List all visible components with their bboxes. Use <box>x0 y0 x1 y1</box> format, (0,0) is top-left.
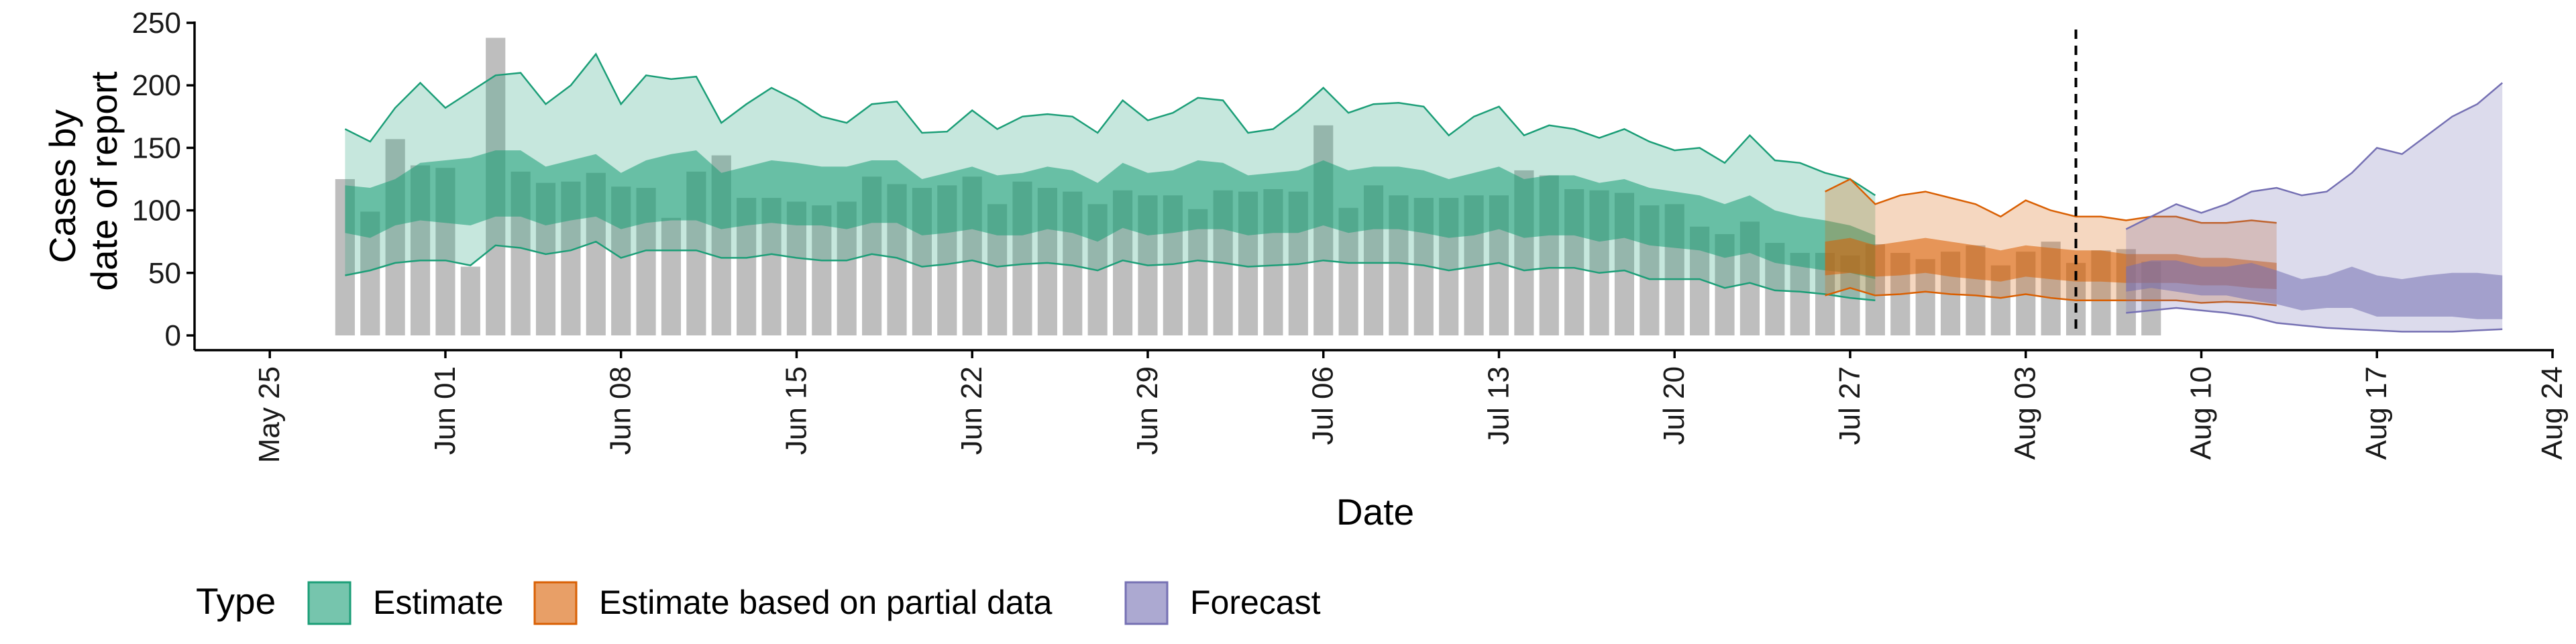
y-axis-title-line-2: date of report <box>83 71 125 290</box>
y-axis-title-line-1: Cases by <box>42 109 83 264</box>
x-tick-label: Aug 24 <box>2536 366 2569 460</box>
y-tick-label: 100 <box>132 195 181 227</box>
forecast-upper-line <box>2125 82 2504 230</box>
legend-title: Type <box>196 580 276 622</box>
y-tick-label: 50 <box>148 257 181 290</box>
x-tick-label: Jul 20 <box>1658 366 1690 445</box>
estimate-band-50 <box>345 150 1876 280</box>
legend-swatch <box>533 581 578 625</box>
bar <box>460 266 480 335</box>
x-ticks: May 25 Jun 01 Jun 08 Jun 15 Jun 22 Jun 29 Jul … <box>253 350 2569 463</box>
estimate-upper-line <box>344 52 1876 197</box>
y-axis-title: Cases by date of report <box>42 71 125 290</box>
forecast-band-50 <box>2126 260 2503 319</box>
legend-swatch <box>1124 581 1169 625</box>
x-tick-label: Aug 03 <box>2009 366 2042 460</box>
legend-label: Estimate <box>373 584 504 621</box>
x-tick-label: Jun 08 <box>604 366 637 455</box>
x-tick-label: Jun 29 <box>1131 366 1164 455</box>
y-tick-label: 200 <box>132 69 181 102</box>
legend-label: Estimate based on partial data <box>599 584 1053 621</box>
legend-swatch <box>307 581 352 625</box>
x-axis-title: Date <box>1336 491 1414 533</box>
estimate-based-on-partial-data-lower-line <box>1825 286 2277 307</box>
forecast-lower-line <box>2126 307 2503 333</box>
y-tick-label: 0 <box>165 319 181 352</box>
y-ticks: 0 50 100 150 200 250 <box>132 7 195 352</box>
x-tick-label: Jun 01 <box>429 366 462 455</box>
bands-layer <box>344 52 2504 333</box>
estimate-lower-line <box>345 240 1876 302</box>
y-tick-label: 150 <box>132 131 181 164</box>
bar <box>812 205 832 335</box>
x-tick-label: Jul 06 <box>1307 366 1340 445</box>
legend: Type Estimate Estimate based on partial d… <box>196 580 1321 625</box>
x-tick-label: May 25 <box>253 366 286 463</box>
x-tick-label: Aug 10 <box>2184 366 2217 460</box>
y-tick-label: 250 <box>132 7 181 40</box>
x-tick-label: Jun 22 <box>955 366 988 455</box>
x-tick-label: Jul 27 <box>1833 366 1866 445</box>
x-tick-label: Jul 13 <box>1482 366 1515 445</box>
bar <box>661 217 682 335</box>
legend-label: Forecast <box>1190 584 1321 621</box>
axes: 0 50 100 150 200 250 May 25 Jun 01 Jun 08 Jun 15… <box>132 7 2569 463</box>
bar <box>1188 209 1208 335</box>
x-tick-label: Jun 15 <box>780 366 812 455</box>
x-tick-label: Aug 17 <box>2360 366 2393 460</box>
estimate-based-on-partial-data-upper-line <box>1825 178 2277 224</box>
bar <box>385 139 405 336</box>
